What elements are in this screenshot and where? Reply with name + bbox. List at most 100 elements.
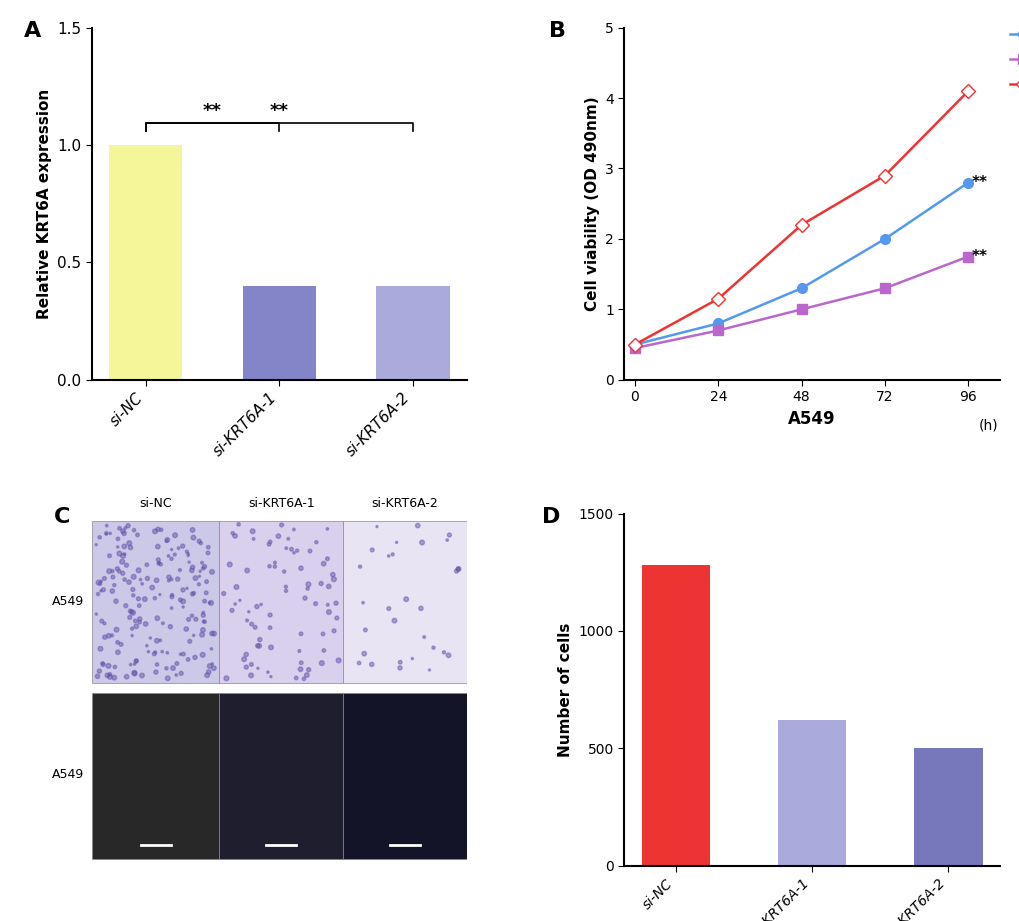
Point <box>425 640 441 655</box>
Point <box>95 658 111 672</box>
Point <box>200 540 216 554</box>
Point <box>249 600 265 614</box>
X-axis label: A549: A549 <box>788 410 835 427</box>
Point <box>88 607 104 622</box>
Point <box>128 653 145 668</box>
Point <box>175 647 192 661</box>
Point <box>100 659 116 673</box>
Point <box>192 564 208 578</box>
Y-axis label: Number of cells: Number of cells <box>557 623 573 757</box>
Point <box>93 583 109 598</box>
Point <box>116 547 132 562</box>
Text: D: D <box>541 507 559 527</box>
Point <box>235 652 252 667</box>
Point <box>364 542 380 557</box>
Text: **: ** <box>971 175 986 190</box>
Bar <box>219 520 342 682</box>
Point <box>105 570 121 585</box>
Point <box>266 559 282 574</box>
Point <box>421 662 437 677</box>
Point <box>226 529 243 543</box>
Point <box>355 595 371 610</box>
Point <box>111 546 127 561</box>
Point <box>130 599 147 613</box>
Point <box>98 527 114 542</box>
Point <box>106 670 122 685</box>
Point <box>174 583 191 598</box>
Point <box>308 535 324 550</box>
Point <box>180 554 197 569</box>
Point <box>270 529 286 543</box>
Point <box>179 652 196 667</box>
si-KRT6A-1 <box>795 283 807 294</box>
Point <box>164 589 180 604</box>
si-KRT6A-2 <box>628 343 640 354</box>
Point <box>238 613 255 628</box>
Point <box>169 572 185 587</box>
Line: si-KRT6A-1: si-KRT6A-1 <box>630 178 972 349</box>
Point <box>181 634 198 648</box>
Point <box>127 654 144 669</box>
Point <box>104 584 120 599</box>
Point <box>324 567 340 582</box>
Point <box>352 559 368 574</box>
Point <box>263 670 279 684</box>
Point <box>153 522 169 537</box>
Point <box>191 577 207 591</box>
Text: si-NC: si-NC <box>140 497 172 510</box>
Point <box>166 547 182 562</box>
Point <box>262 621 278 635</box>
Point <box>197 614 213 629</box>
Point <box>184 587 201 601</box>
Point <box>118 558 135 573</box>
Point <box>159 646 175 660</box>
Point <box>95 656 111 670</box>
Point <box>204 565 220 579</box>
Point <box>300 581 316 596</box>
Point <box>297 590 313 605</box>
Point <box>227 597 244 612</box>
Point <box>147 590 163 605</box>
Point <box>197 594 213 609</box>
Point <box>144 580 160 595</box>
Point <box>168 668 184 682</box>
Point <box>267 555 283 570</box>
Point <box>160 549 176 564</box>
Point <box>204 657 220 671</box>
Point <box>132 572 149 587</box>
Point <box>285 522 302 537</box>
Point <box>172 647 189 661</box>
Point <box>114 565 130 580</box>
Point <box>224 526 240 541</box>
Point <box>107 659 123 674</box>
Text: A549: A549 <box>52 595 85 608</box>
Point <box>180 546 197 561</box>
si-KRT6A-2 <box>711 325 723 336</box>
Point <box>174 539 191 554</box>
si-KRT6A-2 <box>795 304 807 315</box>
Point <box>96 571 112 586</box>
Point <box>150 522 166 537</box>
Point <box>150 553 166 567</box>
Point <box>131 614 148 629</box>
Text: **: ** <box>971 249 986 264</box>
Point <box>126 657 143 671</box>
Point <box>314 656 330 670</box>
Point <box>185 530 202 545</box>
Point <box>91 664 107 679</box>
Bar <box>92 694 219 858</box>
Bar <box>109 145 182 379</box>
Point <box>262 534 278 549</box>
Point <box>172 592 189 607</box>
Point <box>149 611 165 625</box>
Point <box>187 612 204 626</box>
Point <box>90 669 106 683</box>
Point <box>116 539 132 554</box>
Bar <box>913 749 981 866</box>
Point <box>147 524 163 539</box>
Point <box>184 522 201 537</box>
Point <box>140 645 156 659</box>
Point <box>416 630 432 645</box>
Point <box>139 638 155 653</box>
Point <box>151 555 167 570</box>
